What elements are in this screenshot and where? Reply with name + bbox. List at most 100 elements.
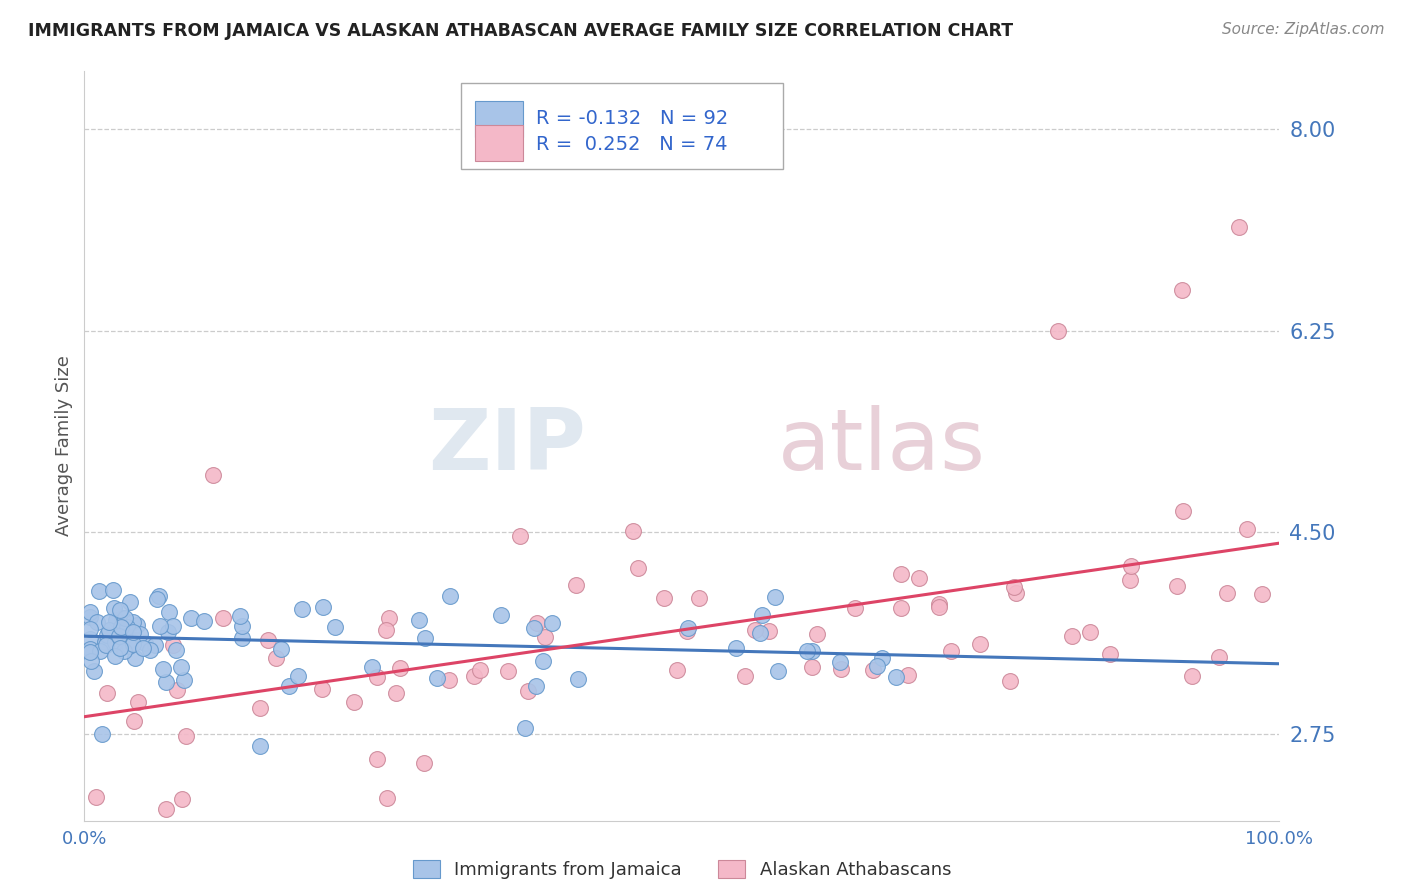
Point — [1166, 579, 1188, 593]
Point — [515, 722, 537, 736]
Point — [270, 641, 292, 656]
Point — [249, 739, 271, 753]
Point — [928, 599, 950, 614]
Point — [104, 648, 127, 663]
Point — [96, 685, 118, 699]
Point — [86, 615, 108, 629]
Point — [143, 638, 166, 652]
Point — [758, 624, 780, 638]
Text: Source: ZipAtlas.com: Source: ZipAtlas.com — [1222, 22, 1385, 37]
Point — [1171, 284, 1194, 298]
Point — [897, 668, 920, 682]
Point — [146, 591, 169, 606]
Point — [89, 644, 111, 658]
Point — [763, 590, 786, 604]
Point — [104, 634, 127, 648]
Point — [229, 609, 252, 624]
Point — [114, 611, 136, 625]
Point — [1171, 504, 1194, 518]
Point — [79, 632, 101, 646]
Point — [831, 662, 853, 676]
Point — [541, 615, 564, 630]
Point — [744, 623, 766, 637]
Point — [152, 662, 174, 676]
Point — [211, 611, 233, 625]
Point — [665, 663, 688, 677]
Text: R = -0.132   N = 92: R = -0.132 N = 92 — [536, 109, 728, 128]
Point — [79, 642, 101, 657]
Point — [79, 645, 101, 659]
Point — [166, 682, 188, 697]
Point — [890, 600, 912, 615]
Point — [343, 696, 366, 710]
Point — [1047, 324, 1070, 338]
Point — [884, 670, 907, 684]
Point — [1002, 580, 1025, 594]
Point — [806, 627, 828, 641]
Point — [734, 669, 756, 683]
Point — [463, 669, 485, 683]
Point — [374, 623, 396, 637]
Point — [125, 618, 148, 632]
Point — [89, 583, 111, 598]
Point — [80, 654, 103, 668]
Point — [162, 638, 184, 652]
Point — [534, 631, 557, 645]
Point — [124, 651, 146, 665]
Point — [118, 639, 141, 653]
Point — [998, 673, 1021, 688]
Point — [202, 467, 225, 482]
Point — [111, 611, 134, 625]
Point — [377, 610, 399, 624]
Point — [1236, 522, 1258, 536]
Point — [425, 672, 447, 686]
Point — [101, 582, 124, 597]
Point — [1078, 625, 1101, 640]
Point — [676, 621, 699, 635]
Point — [1121, 558, 1143, 573]
Point — [627, 561, 650, 575]
Point — [120, 632, 142, 647]
Point — [83, 664, 105, 678]
Point — [114, 624, 136, 638]
Point — [830, 656, 852, 670]
Point — [132, 641, 155, 656]
Point — [1181, 669, 1204, 683]
Point — [97, 615, 120, 629]
Point — [1250, 587, 1272, 601]
Point — [766, 664, 789, 678]
Point — [1216, 586, 1239, 600]
Point — [862, 663, 884, 677]
Text: atlas: atlas — [778, 404, 986, 488]
Point — [890, 567, 912, 582]
Point — [180, 611, 202, 625]
Point — [844, 601, 866, 615]
Point — [1227, 219, 1250, 234]
Point — [375, 790, 398, 805]
Point — [193, 614, 215, 628]
Point — [90, 727, 112, 741]
Point — [110, 603, 132, 617]
Point — [361, 659, 384, 673]
Point — [939, 643, 962, 657]
Point — [311, 681, 333, 696]
Point — [79, 605, 101, 619]
Point — [157, 606, 180, 620]
Point — [796, 644, 818, 658]
Point — [724, 641, 747, 656]
Point — [173, 673, 195, 688]
Point — [1119, 573, 1142, 587]
Point — [517, 684, 540, 698]
Point — [748, 626, 770, 640]
Y-axis label: Average Family Size: Average Family Size — [55, 356, 73, 536]
Point — [291, 602, 314, 616]
Point — [567, 672, 589, 686]
Point — [104, 614, 127, 628]
Point — [366, 670, 388, 684]
Point — [413, 756, 436, 770]
Point — [366, 752, 388, 766]
Point — [470, 664, 492, 678]
Point — [675, 624, 697, 638]
Point — [155, 674, 177, 689]
Point — [118, 595, 141, 609]
